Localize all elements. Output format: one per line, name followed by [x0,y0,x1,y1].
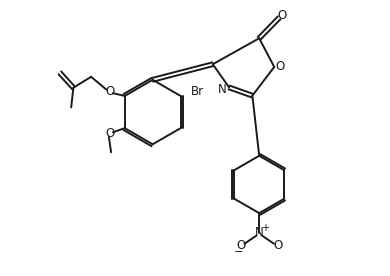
Text: +: + [261,224,269,233]
Text: O: O [105,127,114,140]
Text: O: O [278,9,287,22]
Text: O: O [105,85,114,98]
Text: N: N [218,83,227,96]
Text: −: − [234,247,244,257]
Text: O: O [275,60,284,73]
Text: O: O [236,239,246,253]
Text: O: O [273,239,282,253]
Text: Br: Br [191,85,204,98]
Text: N: N [255,226,264,239]
